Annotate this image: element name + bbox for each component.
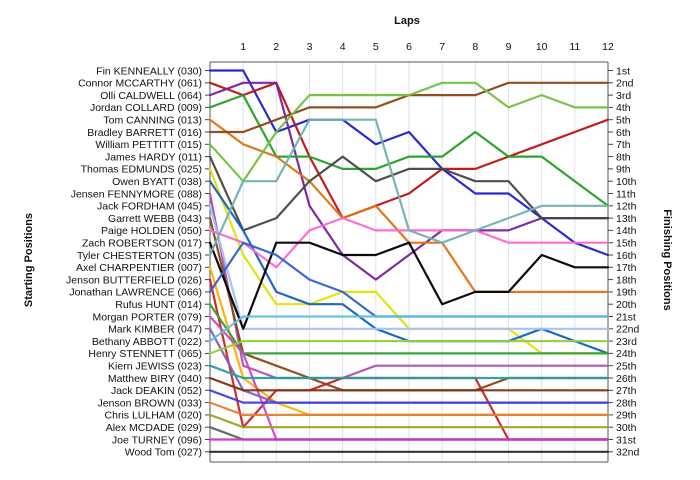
- finish-label: 25th: [616, 361, 637, 373]
- driver-label: Bethany ABBOTT (022): [92, 336, 202, 348]
- driver-label: Jensen FENNYMORE (088): [71, 188, 202, 200]
- finish-label: 28th: [616, 397, 637, 409]
- driver-label: Fin KENNEALLY (030): [96, 65, 202, 77]
- finish-label: 30th: [616, 422, 637, 434]
- finish-label: 7th: [616, 139, 631, 151]
- series-line: [208, 340, 610, 355]
- finish-label: 1st: [616, 65, 630, 77]
- driver-label: Jack FORDHAM (045): [97, 201, 202, 213]
- finish-label: 22nd: [616, 324, 640, 336]
- lap-tick-label: 5: [373, 41, 379, 53]
- lap-tick-label: 6: [406, 41, 412, 53]
- finish-label: 8th: [616, 151, 631, 163]
- lap-tick-label: 2: [273, 41, 279, 53]
- series-lines: [208, 69, 610, 453]
- series-line: [208, 204, 610, 330]
- series-line: [208, 413, 610, 429]
- finish-label: 20th: [616, 299, 637, 311]
- lap-tick-label: 11: [569, 41, 580, 53]
- driver-label: Axel CHARPENTIER (007): [76, 262, 202, 274]
- driver-label: Jack DEAKIN (052): [111, 385, 202, 397]
- driver-label: Tyler CHESTERTON (035): [77, 250, 202, 262]
- driver-label: Henry STENNETT (065): [88, 348, 202, 360]
- driver-label: Bradley BARRETT (016): [87, 127, 202, 139]
- driver-label: Connor MCCARTHY (061): [78, 78, 202, 90]
- driver-label: Thomas EDMUNDS (025): [81, 164, 202, 176]
- driver-label: Morgan PORTER (079): [92, 311, 202, 323]
- finish-label: 26th: [616, 373, 637, 385]
- driver-label: James HARDY (011): [105, 151, 202, 163]
- driver-label: Paige HOLDEN (050): [101, 225, 202, 237]
- lap-tick-label: 4: [340, 41, 346, 53]
- finish-label: 3rd: [616, 90, 631, 102]
- finish-label: 13th: [616, 213, 637, 225]
- finish-label: 17th: [616, 262, 637, 274]
- series-line: [208, 364, 610, 380]
- driver-label: Mark KIMBER (047): [108, 324, 202, 336]
- series-line: [208, 81, 610, 183]
- finish-label: 9th: [616, 164, 631, 176]
- lap-tick-label: 7: [439, 41, 445, 53]
- finish-label: 19th: [616, 287, 637, 299]
- driver-label: Garrett WEBB (043): [108, 213, 202, 225]
- x-axis-title: Laps: [394, 15, 420, 27]
- finish-label: 32nd: [616, 447, 640, 459]
- finish-label: 16th: [616, 250, 637, 262]
- series-line: [208, 155, 610, 232]
- series-line: [208, 241, 610, 330]
- lap-tick-label: 10: [536, 41, 548, 53]
- series-line: [208, 389, 610, 404]
- finish-label: 27th: [616, 385, 637, 397]
- finish-label: 18th: [616, 274, 637, 286]
- lap-tick-label: 3: [307, 41, 313, 53]
- driver-label: William PETTITT (015): [95, 139, 202, 151]
- finish-label: 29th: [616, 410, 637, 422]
- driver-label: Jenson BUTTERFIELD (026): [66, 274, 202, 286]
- driver-label: Zach ROBERTSON (017): [82, 238, 202, 250]
- finish-label: 31st: [616, 434, 636, 446]
- series-line: [208, 401, 610, 416]
- finish-label: 5th: [616, 115, 631, 127]
- series-line: [208, 315, 610, 343]
- driver-label: Jenson BROWN (033): [98, 397, 202, 409]
- finish-label: 4th: [616, 102, 631, 114]
- finish-label: 12th: [616, 201, 637, 213]
- y-axis-title-right: Finishing Positions: [661, 209, 673, 310]
- driver-label: Matthew BIRY (040): [108, 373, 202, 385]
- driver-label: Wood Tom (027): [125, 447, 202, 459]
- finish-label: 11th: [616, 188, 636, 200]
- driver-label: Tom CANNING (013): [103, 115, 202, 127]
- finish-label: 24th: [616, 348, 637, 360]
- starting-position-labels: Fin KENNEALLY (030)Connor MCCARTHY (061)…: [66, 65, 202, 458]
- lap-tick-labels: 1 2 3 4 5 6 7 8 9 10 11 12: [240, 41, 614, 53]
- finish-label: 15th: [616, 238, 637, 250]
- driver-label: Jordan COLLARD (009): [90, 102, 202, 114]
- lap-tick-label: 12: [602, 41, 614, 53]
- driver-label: Alex MCDADE (029): [106, 422, 202, 434]
- lap-tick-label: 9: [506, 41, 512, 53]
- driver-label: Owen BYATT (038): [112, 176, 202, 188]
- finish-label: 21st: [616, 311, 636, 323]
- lap-tick-label: 8: [472, 41, 478, 53]
- finish-label: 10th: [616, 176, 637, 188]
- series-line: [208, 303, 610, 355]
- y-axis-title-left: Starting Positions: [23, 213, 35, 307]
- finish-label: 6th: [616, 127, 631, 139]
- driver-label: Olli CALDWELL (064): [100, 90, 202, 102]
- driver-label: Kiern JEWISS (023): [108, 361, 202, 373]
- series-line: [208, 118, 610, 257]
- driver-label: Rufus HUNT (014): [115, 299, 202, 311]
- finish-label: 2nd: [616, 78, 634, 90]
- finishing-position-labels: 1st2nd3rd4th5th6th7th8th9th10th11th12th1…: [616, 65, 640, 458]
- lap-tick-label: 1: [240, 41, 246, 53]
- finish-label: 23rd: [616, 336, 637, 348]
- grid: [205, 61, 613, 463]
- finish-label: 14th: [616, 225, 637, 237]
- driver-label: Chris LULHAM (020): [105, 410, 202, 422]
- series-line: [208, 376, 610, 392]
- driver-label: Joe TURNEY (096): [112, 434, 202, 446]
- driver-label: Jonathan LAWRENCE (066): [69, 287, 202, 299]
